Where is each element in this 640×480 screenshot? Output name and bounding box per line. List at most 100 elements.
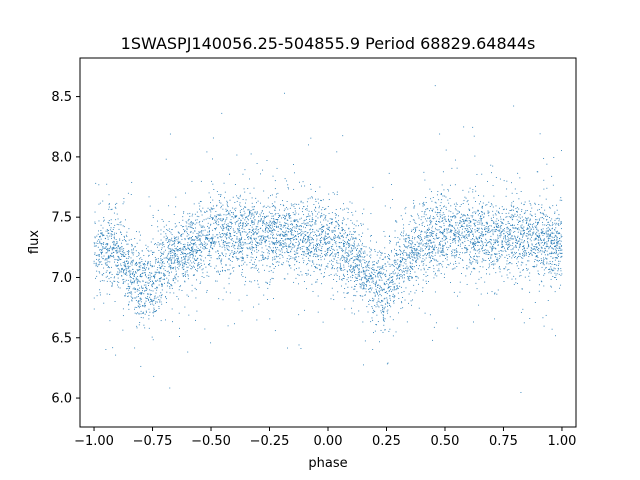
data-point: [471, 230, 473, 232]
data-point: [486, 242, 488, 244]
data-point: [529, 219, 531, 221]
data-point: [346, 261, 348, 263]
data-point: [422, 279, 424, 281]
data-point: [198, 202, 200, 204]
data-point: [540, 258, 542, 260]
data-point: [528, 251, 530, 253]
data-point: [490, 243, 492, 245]
data-point: [539, 260, 541, 261]
data-point: [302, 257, 304, 259]
data-point: [446, 232, 448, 234]
data-point: [331, 246, 333, 247]
data-point: [157, 267, 159, 268]
data-point: [284, 223, 286, 224]
data-point: [134, 308, 135, 310]
data-point: [285, 243, 287, 245]
data-point: [188, 237, 190, 239]
data-point: [181, 235, 183, 237]
data-point: [128, 269, 130, 271]
data-point: [106, 252, 108, 254]
data-point: [521, 261, 523, 263]
data-point: [425, 275, 427, 277]
data-point: [388, 279, 390, 281]
data-point: [272, 234, 274, 236]
data-point: [368, 278, 369, 280]
data-point: [473, 223, 475, 224]
data-point: [174, 260, 175, 262]
data-point: [536, 246, 538, 248]
data-point: [435, 229, 437, 231]
data-point: [161, 244, 163, 246]
data-point: [315, 191, 316, 192]
data-point: [300, 225, 302, 227]
data-point: [125, 273, 127, 275]
data-point: [355, 274, 357, 276]
data-point: [317, 244, 318, 245]
data-point: [464, 222, 465, 224]
data-point: [345, 237, 347, 239]
data-point: [324, 254, 326, 256]
data-point: [174, 277, 176, 279]
data-point: [361, 244, 363, 246]
data-point: [286, 249, 288, 251]
data-point: [357, 254, 359, 256]
data-point: [292, 247, 294, 249]
data-point: [241, 247, 242, 249]
data-point: [446, 228, 448, 230]
data-point: [229, 214, 231, 216]
data-point: [149, 274, 151, 276]
data-point: [366, 280, 368, 282]
data-point: [341, 249, 343, 251]
data-point: [108, 256, 109, 258]
data-point: [189, 226, 191, 228]
data-point: [427, 243, 429, 245]
data-point: [369, 267, 371, 269]
data-point: [452, 212, 454, 214]
data-point: [136, 327, 138, 329]
data-point: [409, 280, 411, 281]
data-point: [312, 229, 313, 231]
data-point: [526, 241, 528, 243]
data-point: [292, 237, 294, 239]
data-point: [111, 284, 113, 286]
data-point: [414, 243, 416, 245]
data-point: [113, 248, 115, 250]
data-point: [378, 266, 380, 268]
data-point: [117, 262, 119, 264]
data-point: [370, 300, 372, 302]
data-point: [356, 291, 358, 293]
data-point: [398, 275, 400, 276]
data-point: [274, 221, 275, 223]
data-point: [352, 244, 353, 246]
data-point: [429, 253, 431, 255]
data-point: [495, 254, 497, 256]
data-point: [439, 209, 441, 211]
data-point: [556, 242, 557, 244]
data-point: [415, 252, 417, 254]
data-point: [475, 253, 476, 255]
data-point: [451, 216, 453, 217]
data-point: [254, 280, 256, 282]
data-point: [275, 255, 277, 257]
data-point: [187, 278, 189, 280]
data-point: [450, 236, 451, 238]
data-point: [296, 224, 297, 226]
data-point: [334, 233, 335, 235]
data-point: [138, 231, 140, 233]
data-point: [388, 286, 390, 287]
data-point: [154, 311, 156, 313]
data-point: [473, 244, 475, 246]
data-point: [243, 242, 245, 244]
data-point: [374, 304, 376, 306]
data-point: [515, 246, 517, 248]
data-point: [501, 242, 503, 243]
data-point: [272, 271, 274, 273]
data-point: [470, 263, 472, 265]
data-point: [482, 211, 483, 213]
data-point: [357, 243, 359, 245]
data-point: [394, 269, 395, 271]
data-point: [560, 228, 562, 230]
data-point: [374, 250, 376, 252]
data-point: [413, 252, 415, 254]
data-point: [132, 260, 134, 262]
